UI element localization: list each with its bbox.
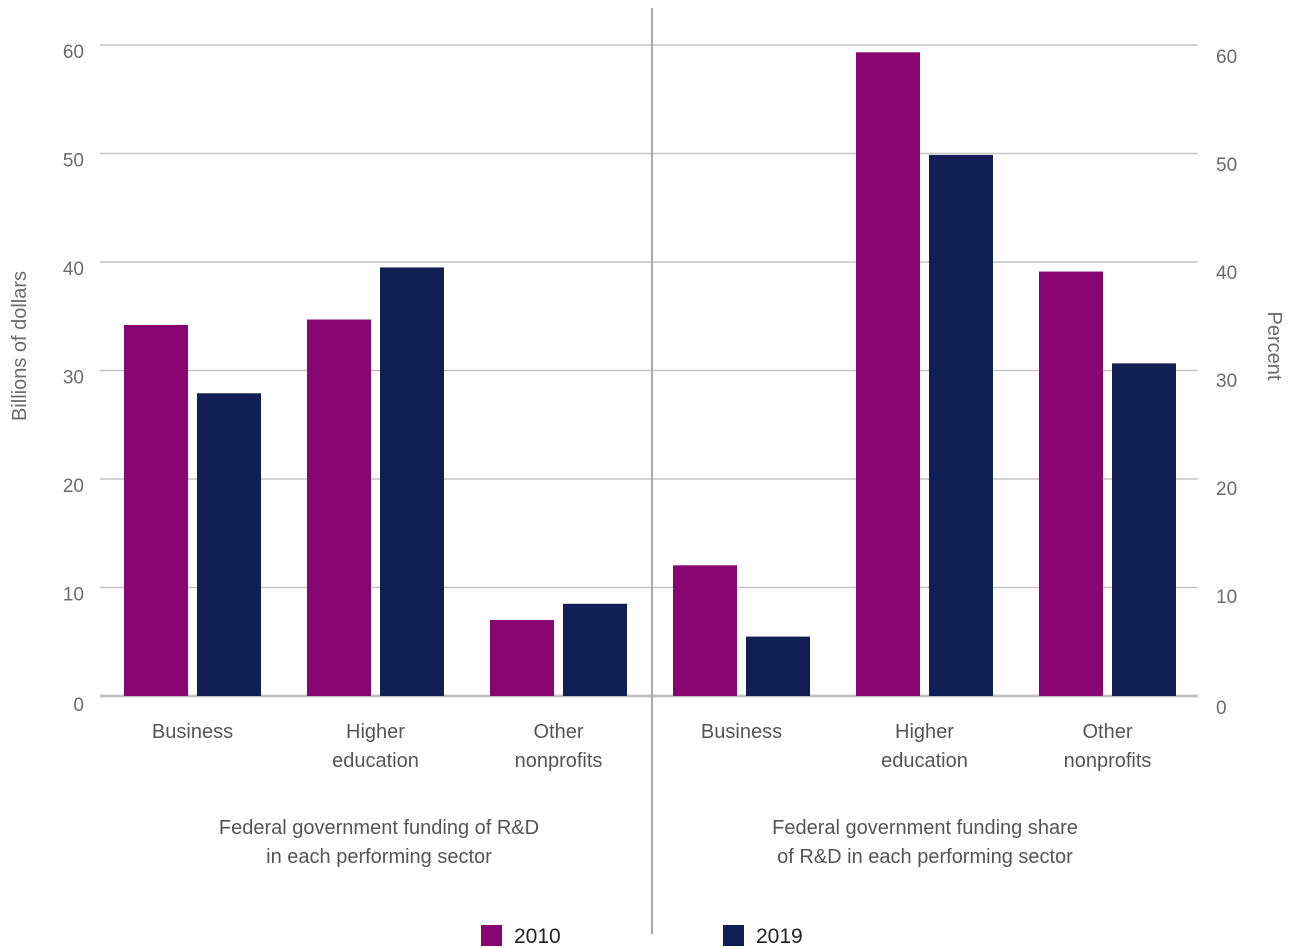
gridlines	[100, 44, 1198, 698]
legend-swatch-2019	[723, 925, 744, 946]
bar-2010-business	[673, 565, 737, 696]
y-tick-label-right: 20	[1216, 479, 1237, 500]
y-tick-label-left: 60	[63, 42, 84, 63]
y-tick-label-left: 0	[73, 695, 84, 716]
category-label: Business	[701, 721, 782, 743]
y-tick-label-left: 10	[63, 585, 84, 606]
panel-title: Federal government funding share of R&D i…	[772, 817, 1078, 868]
y-tick-label-left: 50	[63, 151, 84, 172]
y-tick-label-right: 50	[1216, 155, 1237, 176]
y-tick-label-right: 60	[1216, 47, 1237, 68]
bar-2019-other-nonprofits	[1112, 363, 1176, 696]
category-label: Higher education	[881, 721, 968, 772]
category-label: Other nonprofits	[1064, 721, 1152, 772]
bar-2019-other-nonprofits	[563, 603, 627, 696]
bar-2010-higher-education	[856, 52, 920, 696]
y-tick-label-right: 10	[1216, 587, 1237, 608]
legend: 2010 2019	[481, 925, 803, 948]
bar-2019-higher-education	[380, 267, 444, 696]
bar-2019-business	[746, 636, 810, 696]
bar-2019-higher-education	[929, 154, 993, 697]
legend-label-2019: 2019	[756, 925, 803, 948]
y-tick-label-right: 0	[1216, 698, 1227, 719]
y-tick-label-left: 20	[63, 476, 84, 497]
panel-title: Federal government funding of R&D in each…	[219, 817, 539, 868]
labels: 0 10 20 30 40 50 60 0 10 20 30 40 50 60 Business Higher…	[9, 42, 1285, 868]
legend-label-2010: 2010	[514, 925, 561, 948]
legend-swatch-2010	[481, 925, 502, 946]
y-tick-label-right: 40	[1216, 263, 1237, 284]
bar-2019-business	[197, 393, 261, 696]
bar-2010-other-nonprofits	[490, 620, 554, 696]
y-tick-label-left: 40	[63, 259, 84, 280]
y-axis-title-left: Billions of dollars	[9, 271, 31, 421]
category-label: Higher education	[332, 721, 419, 772]
bar-2010-other-nonprofits	[1039, 271, 1103, 696]
category-label: Other nonprofits	[515, 721, 603, 772]
bar-2010-higher-education	[307, 319, 371, 696]
bar-2010-business	[124, 324, 188, 696]
y-tick-label-left: 30	[63, 368, 84, 389]
category-label: Business	[152, 721, 233, 743]
y-axis-title-right: Percent	[1263, 312, 1285, 381]
bars	[124, 52, 1176, 697]
y-tick-label-right: 30	[1216, 371, 1237, 392]
